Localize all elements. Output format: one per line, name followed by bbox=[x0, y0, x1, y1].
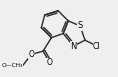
Text: Cl: Cl bbox=[93, 42, 101, 51]
Text: N: N bbox=[70, 42, 76, 51]
Text: O: O bbox=[28, 50, 34, 59]
Text: O—CH₃: O—CH₃ bbox=[1, 63, 23, 68]
Text: O: O bbox=[47, 58, 53, 67]
Text: S: S bbox=[77, 21, 83, 30]
